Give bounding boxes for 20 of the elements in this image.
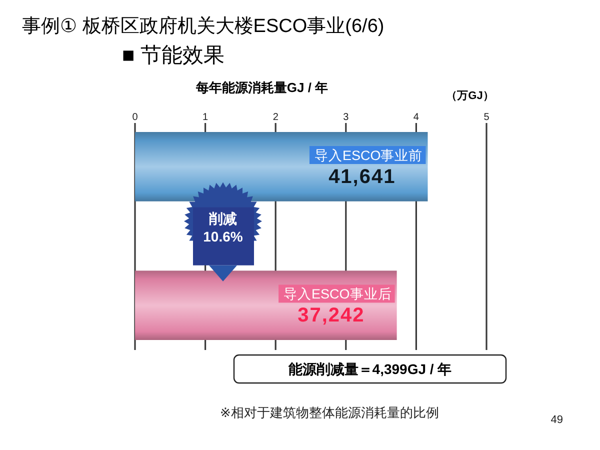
x-tick-label: 1	[202, 112, 209, 123]
annotation: 削减 10.6%	[203, 210, 244, 244]
text: 能源削减量＝4,399GJ / 年	[288, 361, 452, 377]
chart-subtitle: ■ 节能效果	[122, 44, 225, 67]
x-tick-label: 5	[484, 112, 490, 123]
category-label: 导入ESCO事业后	[278, 284, 395, 303]
annotation: 41,641	[328, 166, 396, 188]
x-tick-label: 0	[132, 112, 138, 123]
x-tick-label: 4	[413, 112, 420, 123]
annotation: 37,242	[298, 304, 365, 327]
chart-title: 事例① 板桥区政府机关大楼ESCO事业(6/6)	[22, 15, 384, 37]
x-axis-title: （万GJ）	[446, 90, 494, 102]
x-tick-label: 3	[343, 112, 350, 123]
y-tick-label: 导入ESCO事业后	[284, 286, 392, 302]
x-tick-label: 2	[272, 112, 279, 123]
y-tick-label: 导入ESCO事业前	[314, 148, 423, 163]
text: 49	[550, 414, 563, 426]
text: ※相对于建筑物整体能源消耗量的比例	[220, 405, 439, 420]
text: 每年能源消耗量GJ / 年	[194, 80, 328, 95]
category-label: 导入ESCO事业前	[309, 146, 426, 164]
